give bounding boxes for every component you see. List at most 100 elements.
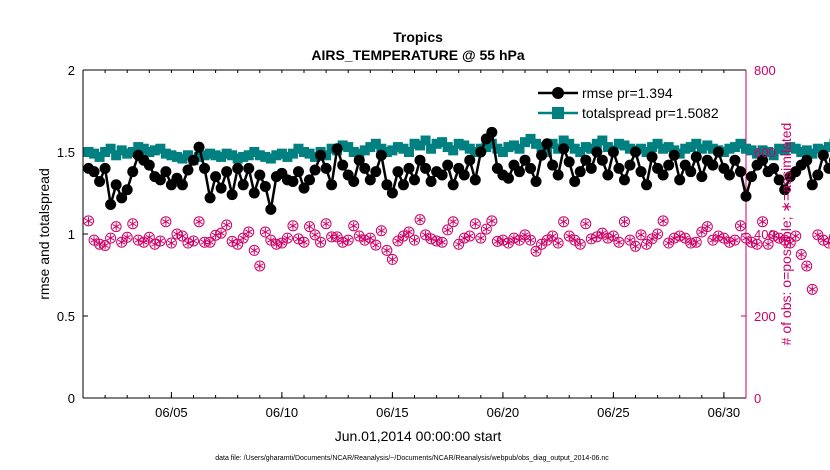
obs-count-point — [613, 236, 625, 248]
rmse-point — [502, 172, 514, 184]
rmse-point — [486, 126, 498, 138]
obs-count-point — [359, 234, 371, 246]
totalspread-point — [194, 151, 205, 162]
totalspread-point — [564, 138, 575, 149]
rmse-point — [414, 154, 426, 166]
obs-count-point — [469, 218, 481, 230]
rmse-point — [204, 192, 216, 204]
obs-count-point — [160, 216, 172, 228]
totalspread-point — [790, 143, 801, 154]
totalspread-point — [100, 147, 111, 157]
totalspread-point — [276, 148, 287, 159]
totalspread-series — [83, 133, 830, 166]
totalspread-point — [442, 142, 453, 153]
totalspread-point — [536, 142, 547, 153]
rmse-point — [364, 174, 376, 186]
totalspread-point — [663, 142, 674, 153]
totalspread-point — [647, 142, 658, 153]
totalspread-point — [133, 142, 144, 153]
obs-count-point — [828, 233, 830, 241]
obs-count-point — [630, 240, 641, 252]
totalspread-point — [785, 142, 796, 153]
y2-tick-label: 200 — [754, 309, 776, 324]
obs-count-point — [701, 221, 713, 233]
rmse-point — [403, 162, 415, 174]
totalspread-point — [602, 142, 613, 153]
rmse-point — [221, 166, 233, 178]
obs-count-point — [812, 229, 824, 241]
rmse-point — [381, 179, 393, 191]
totalspread-point — [205, 148, 216, 159]
totalspread-point — [265, 153, 276, 164]
rmse-point — [779, 184, 791, 196]
totalspread-point — [724, 143, 735, 154]
obs-count-point — [530, 245, 542, 257]
obs-count-point — [447, 216, 459, 228]
totalspread-point — [707, 143, 718, 154]
obs-count-point — [176, 230, 188, 242]
rmse-point — [757, 154, 769, 166]
totalspread-point — [774, 143, 785, 154]
obs-count-point — [232, 238, 244, 250]
totalspread-point — [558, 135, 569, 146]
rmse-point — [298, 182, 310, 194]
rmse-point — [392, 166, 404, 178]
rmse-point — [657, 169, 669, 181]
obs-count-point — [768, 230, 780, 242]
rmse-point — [121, 184, 133, 196]
totalspread-point — [823, 142, 830, 153]
rmse-point — [475, 146, 487, 158]
rmse-point — [823, 162, 830, 174]
y-tick-label: 2 — [68, 63, 75, 78]
obs-count-point — [370, 239, 382, 251]
obs-count-point — [475, 232, 487, 244]
totalspread-point — [376, 143, 387, 154]
obs-count-point — [281, 232, 293, 244]
rmse-point — [541, 138, 553, 150]
y2-tick-label: 800 — [754, 63, 776, 78]
totalspread-point — [448, 145, 459, 156]
rmse-point — [143, 159, 155, 171]
totalspread-point — [221, 148, 232, 159]
totalspread-point — [680, 143, 691, 154]
rmse-point — [602, 169, 614, 181]
totalspread-point — [387, 145, 398, 156]
obs-count-point — [712, 230, 724, 242]
rmse-point — [425, 176, 437, 188]
totalspread-point — [696, 143, 707, 154]
totalspread-point — [597, 135, 608, 146]
totalspread-point — [426, 143, 437, 154]
tick-labels: 0 0.5 1 1.5 2 0 200 400 600 800 06/05 06/10 06/15 06/… — [57, 63, 776, 420]
obs-count-point — [751, 238, 763, 250]
obs-count-point — [221, 219, 233, 231]
obs-count-point — [204, 236, 216, 248]
totalspread-point — [520, 137, 530, 148]
totalspread-point — [763, 147, 774, 157]
obs-count-point — [525, 234, 537, 246]
rmse-point — [154, 174, 166, 186]
totalspread-point — [243, 150, 254, 161]
obs-count-point — [143, 231, 155, 243]
obs-count-point — [635, 229, 647, 241]
totalspread-point — [403, 147, 414, 157]
obs-count-point — [480, 223, 492, 235]
rmse-point — [309, 164, 321, 176]
totalspread-point — [812, 143, 823, 154]
totalspread-point — [166, 150, 177, 161]
totalspread-point — [796, 147, 807, 157]
x-tick-label: 06/05 — [155, 405, 188, 420]
totalspread-point — [464, 143, 475, 154]
rmse-point — [740, 190, 752, 202]
obs-count-point — [287, 220, 299, 232]
totalspread-point — [232, 153, 243, 164]
obs-count-point — [431, 235, 443, 247]
obs-count-point — [690, 236, 702, 248]
rmse-point — [723, 169, 735, 181]
obs-count-point — [718, 232, 730, 244]
obs-count-point — [563, 230, 575, 242]
rmse-point — [519, 154, 531, 166]
totalspread-point — [575, 147, 586, 157]
obs-count-point — [364, 232, 376, 244]
rmse-point — [801, 154, 813, 166]
rmse-point — [199, 162, 211, 174]
